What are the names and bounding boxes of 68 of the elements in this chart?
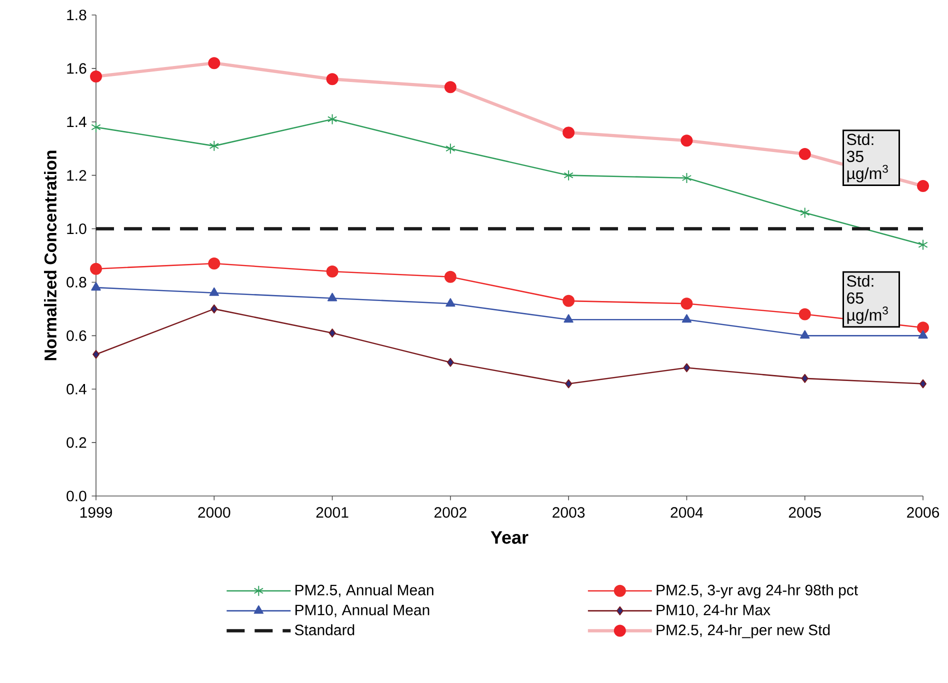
x-tick-label: 2000 <box>198 507 230 518</box>
point <box>208 258 220 270</box>
point <box>800 330 810 339</box>
point <box>564 314 574 323</box>
x-tick-label: 2005 <box>788 507 821 518</box>
point <box>328 328 336 338</box>
point <box>444 270 456 283</box>
point <box>208 57 220 70</box>
y-tick-label: 1.8 <box>67 10 86 20</box>
point <box>210 304 218 314</box>
x-axis-title: Year <box>490 531 528 544</box>
point <box>800 207 810 218</box>
point <box>682 314 692 323</box>
legend-label: PM10, Annual Mean <box>295 604 430 618</box>
point <box>918 330 928 339</box>
point <box>801 374 808 383</box>
y-tick-label: 0.2 <box>66 437 86 448</box>
x-tick-label: 2006 <box>907 507 940 518</box>
point <box>565 379 572 388</box>
y-tick-label: 0.0 <box>66 490 86 502</box>
annotation: Std: 65 µg/m$^{3}$ <box>846 274 888 324</box>
point <box>326 266 338 278</box>
legend-label: PM2.5, 24-hr_per new Std <box>656 624 830 638</box>
x-tick-label: 2002 <box>434 507 466 518</box>
y-axis-title: Normalized Concentration <box>44 150 57 360</box>
point <box>680 134 693 147</box>
point <box>680 298 693 310</box>
legend-label: Standard <box>294 624 354 636</box>
legend-label: PM10, 24-hr Max <box>656 604 770 618</box>
point <box>209 287 219 296</box>
y-tick-label: 0.8 <box>66 276 86 288</box>
point <box>91 282 101 291</box>
point <box>444 81 456 94</box>
x-tick-label: 2004 <box>670 507 703 518</box>
point <box>564 170 574 181</box>
point <box>92 350 100 359</box>
y-tick-label: 1.2 <box>67 170 86 181</box>
annotation: Std: 35 µg/m$^{3}$ <box>846 133 888 182</box>
point <box>920 379 927 388</box>
point <box>90 262 102 275</box>
legend-label: PM2.5, Annual Mean <box>295 584 434 598</box>
point <box>798 308 811 320</box>
point <box>562 126 575 139</box>
point <box>683 363 690 372</box>
y-tick-label: 1.0 <box>67 223 86 234</box>
y-tick-label: 0.6 <box>66 330 86 341</box>
y-tick-label: 1.6 <box>67 63 86 74</box>
point <box>90 70 102 82</box>
point <box>327 114 338 125</box>
point <box>326 73 338 86</box>
point <box>918 239 928 250</box>
point <box>91 122 101 133</box>
legend-label: PM2.5, 3-yr avg 24-hr 98th pct <box>656 584 858 598</box>
point <box>446 358 454 367</box>
point <box>798 148 811 160</box>
point <box>917 180 930 192</box>
point <box>917 322 930 334</box>
point <box>682 172 692 184</box>
point <box>327 292 338 302</box>
point <box>446 298 456 307</box>
point <box>209 140 219 152</box>
x-tick-label: 1999 <box>80 507 112 518</box>
x-tick-label: 2001 <box>316 507 348 518</box>
point <box>446 143 456 154</box>
y-tick-label: 0.4 <box>66 384 86 394</box>
x-tick-label: 2003 <box>552 507 585 518</box>
y-tick-label: 1.4 <box>67 116 86 128</box>
point <box>562 294 575 307</box>
